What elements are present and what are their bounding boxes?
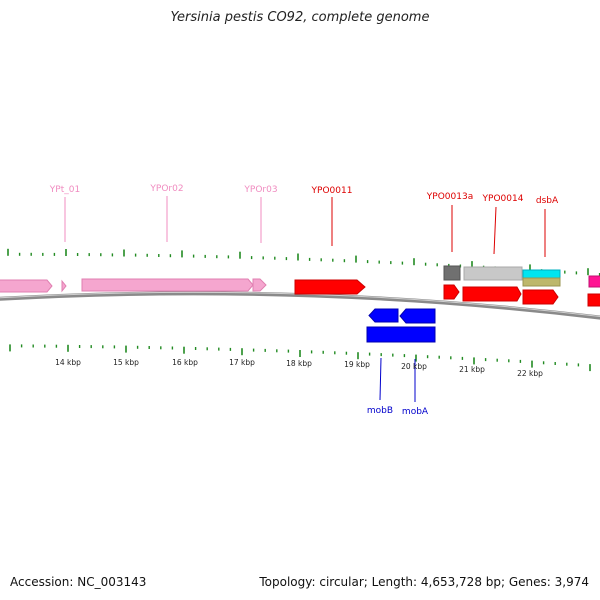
label-ypor03: YPOr03 — [243, 185, 277, 195]
feature-cyan[interactable] — [522, 269, 561, 279]
label-moba: mobA — [402, 407, 429, 417]
genome-stats-text: Topology: circular; Length: 4,653,728 bp… — [259, 575, 589, 589]
feature-ypo0011[interactable] — [294, 279, 366, 295]
scale-label: 21 kbp — [459, 365, 485, 374]
feature-magenta[interactable] — [588, 275, 600, 288]
feature-grey[interactable] — [463, 266, 523, 281]
feature-red-edge[interactable] — [587, 293, 600, 307]
tick-row-outer — [7, 248, 600, 276]
connector-ypo0014 — [493, 206, 497, 255]
feature-mobb[interactable] — [368, 308, 399, 323]
scale-label: 14 kbp — [55, 358, 81, 367]
scale-label: 17 kbp — [229, 358, 255, 367]
scale-labels: 14 kbp 15 kbp 16 kbp 17 kbp 18 kbp 19 kb… — [55, 358, 543, 378]
feature-dsba[interactable] — [522, 289, 559, 305]
feature-olive[interactable] — [522, 277, 561, 287]
label-ypo0013a: YPO0013a — [426, 192, 473, 202]
feature-ypo0013a[interactable] — [443, 284, 460, 300]
scale-label: 15 kbp — [113, 358, 139, 367]
scale-label: 22 kbp — [517, 369, 543, 378]
label-ypor02: YPOr02 — [149, 184, 183, 194]
feature-blue-bar[interactable] — [366, 326, 436, 343]
scale-label: 18 kbp — [286, 359, 312, 368]
map-title: Yersinia pestis CO92, complete genome — [170, 10, 430, 25]
feature-pink-short[interactable] — [252, 278, 267, 292]
feature-dark-grey[interactable] — [443, 265, 461, 281]
genome-backbone — [0, 291, 600, 320]
scale-label: 20 kbp — [401, 362, 427, 371]
label-dsba: dsbA — [536, 196, 559, 206]
label-ypt01: YPt_01 — [49, 185, 80, 195]
label-mobb: mobB — [367, 406, 393, 416]
feature-moba[interactable] — [399, 308, 436, 324]
scale-label: 19 kbp — [344, 360, 370, 369]
accession-text: Accession: NC_003143 — [10, 575, 147, 589]
label-ypo0011: YPO0011 — [311, 186, 353, 196]
feature-ypo0014[interactable] — [462, 286, 522, 302]
scale-label: 16 kbp — [172, 358, 198, 367]
connector-mobb — [379, 357, 382, 401]
feature-pink-long[interactable] — [81, 278, 254, 292]
feature-pink-left[interactable] — [0, 279, 53, 293]
feature-pink-small[interactable] — [61, 279, 67, 293]
tick-row-inner — [9, 344, 591, 372]
label-ypo0014: YPO0014 — [482, 194, 524, 204]
